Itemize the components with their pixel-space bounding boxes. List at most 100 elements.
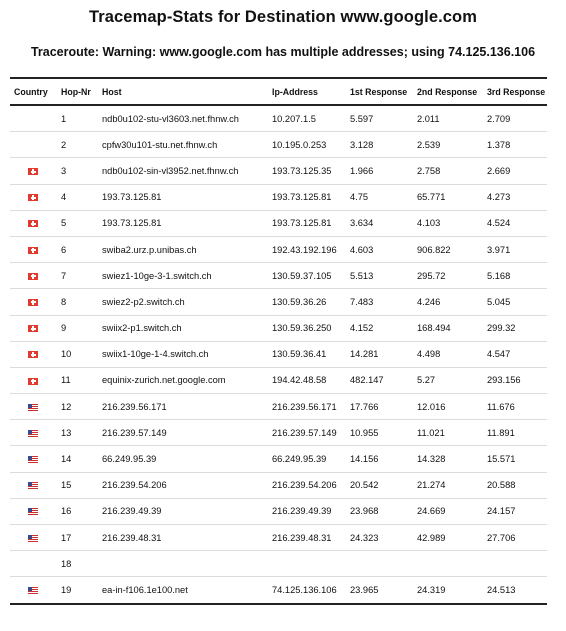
us-flag-icon <box>28 456 38 464</box>
us-flag-icon <box>28 429 38 437</box>
page-title: Tracemap-Stats for Destination www.googl… <box>88 8 478 26</box>
ip-address <box>272 550 350 578</box>
hop-number: 1 <box>61 105 102 133</box>
response-3: 20.588 <box>487 472 547 499</box>
table-row: 6 swiba2.urz.p.unibas.ch 192.43.192.196 4.6… <box>10 236 547 264</box>
swiss-flag-icon <box>28 298 38 306</box>
host-name: ea-in-f106.1e100.net <box>102 576 272 605</box>
ip-address: 193.73.125.81 <box>272 210 350 237</box>
response-1: 23.968 <box>350 498 417 526</box>
response-2: 21.274 <box>417 472 487 499</box>
response-1: 23.965 <box>350 576 417 605</box>
response-1: 7.483 <box>350 288 417 316</box>
response-3: 3.971 <box>487 236 547 264</box>
ip-address: 216.239.54.206 <box>272 472 350 499</box>
response-1: 5.597 <box>350 105 417 133</box>
response-3: 5.045 <box>487 288 547 316</box>
col-header-response-1[interactable]: 1st Response <box>350 77 417 106</box>
response-1: 4.152 <box>350 315 417 342</box>
country-cell <box>10 315 61 342</box>
response-1: 14.281 <box>350 341 417 368</box>
response-1: 5.513 <box>350 262 417 290</box>
response-2 <box>417 550 487 578</box>
col-header-response-3[interactable]: 3rd Response <box>487 77 547 106</box>
col-header-country[interactable]: Country <box>10 77 61 106</box>
hop-number: 5 <box>61 210 102 237</box>
trace-table: Country Hop-Nr Host Ip-Address 1st Respo… <box>10 77 547 605</box>
hop-number: 17 <box>61 524 102 552</box>
response-3: 24.157 <box>487 498 547 526</box>
country-cell <box>10 288 61 316</box>
table-row: 7 swiez1-10ge-3-1.switch.ch 130.59.37.105 5… <box>10 262 547 290</box>
us-flag-icon <box>28 587 38 595</box>
response-1: 4.603 <box>350 236 417 264</box>
table-header-row: Country Hop-Nr Host Ip-Address 1st Respo… <box>10 77 547 106</box>
country-cell <box>10 445 61 473</box>
response-2: 42.989 <box>417 524 487 552</box>
hop-number: 3 <box>61 157 102 185</box>
swiss-flag-icon <box>28 246 38 254</box>
col-header-hop[interactable]: Hop-Nr <box>61 77 102 106</box>
response-2: 11.021 <box>417 419 487 447</box>
country-cell <box>10 576 61 605</box>
host-name: 216.239.54.206 <box>102 472 272 499</box>
hop-number: 14 <box>61 445 102 473</box>
response-3: 299.32 <box>487 315 547 342</box>
response-2: 906.822 <box>417 236 487 264</box>
table-row: 17 216.239.48.31 216.239.48.31 24.323 42.989… <box>10 524 547 552</box>
table-row: 2 cpfw30u101-stu.net.fhnw.ch 10.195.0.253 3… <box>10 131 547 159</box>
host-name <box>102 550 272 578</box>
table-row: 3 ndb0u102-sin-vl3952.net.fhnw.ch 193.73.1… <box>10 157 547 185</box>
response-2: 4.103 <box>417 210 487 237</box>
table-row: 18 <box>10 550 547 578</box>
col-header-host[interactable]: Host <box>102 77 272 106</box>
ip-address: 130.59.36.26 <box>272 288 350 316</box>
ip-address: 10.195.0.253 <box>272 131 350 159</box>
table-row: 8 swiez2-p2.switch.ch 130.59.36.26 7.483 4.2… <box>10 288 547 316</box>
response-2: 24.669 <box>417 498 487 526</box>
col-header-response-2[interactable]: 2nd Response <box>417 77 487 106</box>
response-1: 4.75 <box>350 184 417 211</box>
ip-address: 10.207.1.5 <box>272 105 350 133</box>
hop-number: 19 <box>61 576 102 605</box>
swiss-flag-icon <box>28 168 38 176</box>
response-2: 2.539 <box>417 131 487 159</box>
host-name: ndb0u102-sin-vl3952.net.fhnw.ch <box>102 157 272 185</box>
response-3: 5.168 <box>487 262 547 290</box>
response-1: 17.766 <box>350 393 417 421</box>
response-1: 24.323 <box>350 524 417 552</box>
hop-number: 11 <box>61 367 102 395</box>
country-cell <box>10 105 61 133</box>
response-3: 2.669 <box>487 157 547 185</box>
ip-address: 192.43.192.196 <box>272 236 350 264</box>
response-3: 27.706 <box>487 524 547 552</box>
host-name: 193.73.125.81 <box>102 210 272 237</box>
response-2: 24.319 <box>417 576 487 605</box>
table-row: 12 216.239.56.171 216.239.56.171 17.766 12.0… <box>10 393 547 421</box>
col-header-ip[interactable]: Ip-Address <box>272 77 350 106</box>
country-cell <box>10 472 61 499</box>
country-cell <box>10 210 61 237</box>
country-cell <box>10 393 61 421</box>
host-name: swiez2-p2.switch.ch <box>102 288 272 316</box>
table-row: 15 216.239.54.206 216.239.54.206 20.542 21.2… <box>10 472 547 499</box>
response-2: 4.498 <box>417 341 487 368</box>
response-1: 3.634 <box>350 210 417 237</box>
ip-address: 216.239.49.39 <box>272 498 350 526</box>
response-3: 4.273 <box>487 184 547 211</box>
response-1: 14.156 <box>350 445 417 473</box>
hop-number: 7 <box>61 262 102 290</box>
country-cell <box>10 550 61 578</box>
host-name: swiez1-10ge-3-1.switch.ch <box>102 262 272 290</box>
country-cell <box>10 236 61 264</box>
table-row: 9 swiix2-p1.switch.ch 130.59.36.250 4.152 16… <box>10 315 547 342</box>
country-cell <box>10 157 61 185</box>
hop-number: 9 <box>61 315 102 342</box>
table-row: 1 ndb0u102-stu-vl3603.net.fhnw.ch 10.207.1… <box>10 105 547 133</box>
host-name: ndb0u102-stu-vl3603.net.fhnw.ch <box>102 105 272 133</box>
response-2: 4.246 <box>417 288 487 316</box>
country-cell <box>10 131 61 159</box>
response-2: 295.72 <box>417 262 487 290</box>
hop-number: 4 <box>61 184 102 211</box>
us-flag-icon <box>28 403 38 411</box>
